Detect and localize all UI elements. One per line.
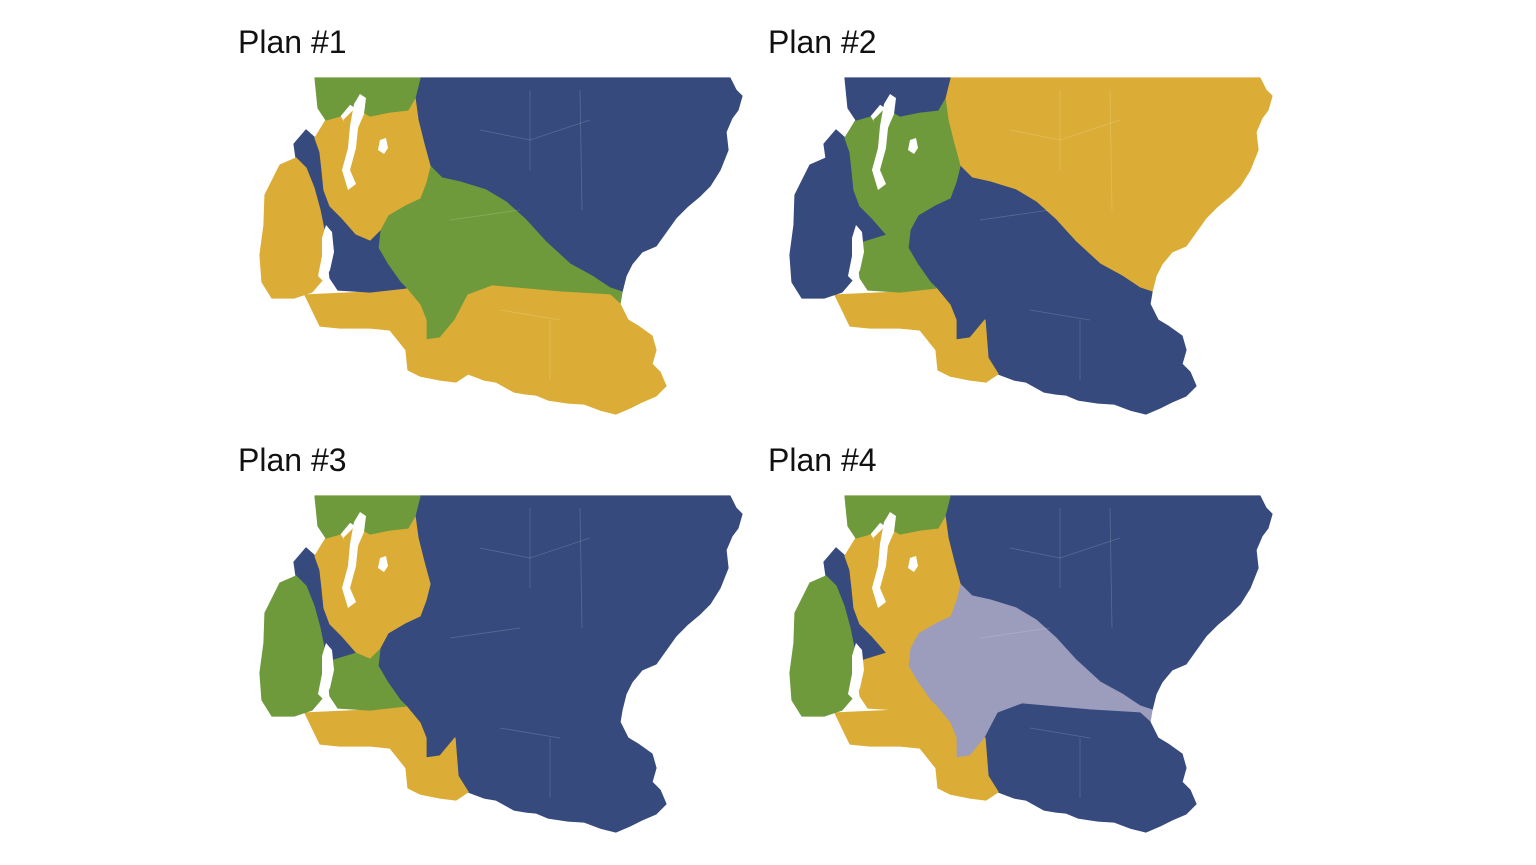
boundary-line: [499, 727, 561, 739]
water-body-0: [872, 94, 896, 190]
boundary-line: [479, 537, 591, 559]
water-body-2: [908, 556, 918, 572]
boundary-line: [979, 627, 1051, 639]
water-body-2: [378, 138, 388, 154]
boundary-line: [449, 627, 521, 639]
water-body-1: [318, 225, 334, 282]
plan-title: Plan #1: [238, 24, 347, 60]
boundary-line: [449, 209, 521, 221]
boundary-line: [1029, 309, 1091, 321]
water-body-2: [378, 556, 388, 572]
water-body-0: [342, 94, 366, 190]
boundary-line: [479, 119, 591, 141]
water-body-1: [848, 225, 864, 282]
precinct-boundaries: [979, 89, 1121, 380]
plan-panel-1: Plan #1: [230, 20, 790, 430]
boundary-line: [979, 209, 1051, 221]
water-body-1: [318, 643, 334, 700]
district-region-southwest: [834, 705, 999, 801]
boundary-line: [1029, 727, 1091, 739]
district-region-southwest: [304, 705, 469, 801]
district-region-southwest: [834, 287, 999, 383]
plan-map: [259, 77, 743, 415]
boundary-line: [579, 507, 583, 629]
plan-panel-2: Plan #2: [760, 20, 1320, 430]
water-body-0: [872, 512, 896, 608]
boundary-line: [1009, 119, 1121, 141]
district-region-south: [454, 703, 667, 833]
plan-panel-3: Plan #3: [230, 438, 790, 848]
precinct-boundaries: [979, 507, 1121, 798]
plan-title: Plan #3: [238, 442, 347, 478]
plan-title: Plan #4: [768, 442, 877, 478]
boundary-line: [1109, 507, 1113, 629]
precinct-boundaries: [449, 89, 591, 380]
boundary-line: [1009, 537, 1121, 559]
plan-title: Plan #2: [768, 24, 877, 60]
water-body-0: [342, 512, 366, 608]
plan-map: [789, 77, 1273, 415]
boundary-line: [499, 309, 561, 321]
plan-panel-4: Plan #4: [760, 438, 1320, 848]
boundary-line: [1109, 89, 1113, 211]
district-region-south: [984, 703, 1197, 833]
plan-map: [259, 495, 743, 833]
district-region-south: [454, 285, 667, 415]
district-region-south: [984, 285, 1197, 415]
water-body-2: [908, 138, 918, 154]
plan-map: [789, 495, 1273, 833]
water-body-1: [848, 643, 864, 700]
boundary-line: [579, 89, 583, 211]
district-region-southwest: [304, 287, 469, 383]
precinct-boundaries: [449, 507, 591, 798]
